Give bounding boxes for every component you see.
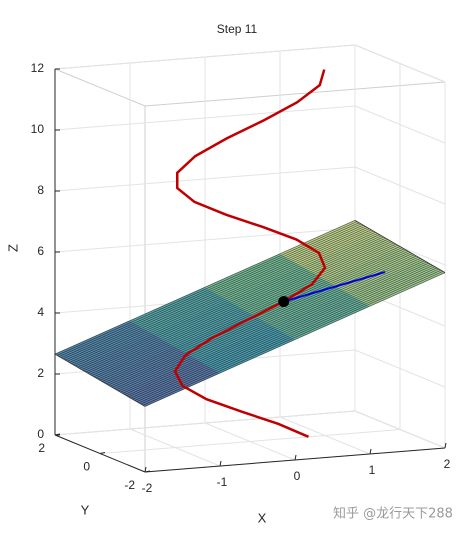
mesh-line — [134, 266, 435, 401]
mesh-line — [110, 252, 411, 387]
mesh-line — [138, 268, 440, 404]
x-tick-label: -2 — [142, 481, 153, 495]
line — [173, 69, 327, 438]
mesh-line — [142, 271, 444, 406]
tick-mark — [144, 466, 147, 473]
x-axis-label: X — [258, 510, 267, 525]
mesh-line — [97, 244, 399, 380]
mesh-line — [101, 247, 403, 382]
grid-line — [99, 429, 401, 454]
mesh-line — [89, 240, 390, 375]
mesh-line — [144, 272, 446, 407]
mesh-line — [75, 231, 376, 367]
mesh-line — [118, 256, 419, 392]
mesh-edge — [54, 353, 146, 407]
x-tick-label: 1 — [369, 463, 376, 477]
mesh-line — [105, 249, 407, 385]
mesh-line — [56, 221, 358, 356]
mesh-line — [99, 246, 401, 381]
box-edge — [144, 81, 446, 107]
z-axis-label: Z — [5, 244, 20, 252]
tick-mark — [54, 433, 61, 436]
y-axis-label: Y — [81, 502, 90, 517]
mesh-line — [77, 233, 378, 368]
y-tick-label: 0 — [83, 460, 90, 474]
z-tick-label: 4 — [37, 305, 44, 319]
mesh-line — [60, 223, 362, 359]
mesh-line — [87, 239, 388, 374]
z-tick-label: 0 — [37, 427, 44, 441]
y-tick-label: -2 — [124, 478, 135, 492]
z-tick-label: 2 — [37, 366, 44, 380]
mesh-line — [79, 234, 380, 369]
mesh-edge — [354, 220, 446, 273]
tick-mark — [219, 460, 222, 467]
z-tick-label: 10 — [31, 122, 45, 136]
mesh-line — [108, 250, 409, 386]
mesh-line — [128, 262, 429, 398]
mesh-line — [71, 229, 372, 365]
mesh-line — [58, 222, 360, 357]
x-tick-label: 0 — [294, 469, 301, 483]
tick-mark — [444, 442, 447, 449]
x-tick-label: -1 — [217, 475, 228, 489]
mesh-line — [140, 269, 442, 405]
mesh-line — [67, 227, 368, 362]
mesh-line — [122, 259, 423, 394]
z-tick-label: 6 — [37, 244, 44, 258]
y-tick-label: 2 — [38, 441, 45, 455]
mesh-line — [69, 228, 370, 363]
box-edge — [54, 68, 146, 107]
mesh-line — [93, 242, 395, 378]
mesh-line — [65, 225, 366, 361]
tick-mark — [99, 452, 106, 454]
x-tick-label: 2 — [444, 457, 451, 471]
mesh-line — [83, 236, 384, 372]
mesh-line — [54, 220, 356, 355]
mesh-line — [136, 267, 437, 403]
mesh-line — [73, 230, 374, 366]
mesh-line — [112, 253, 413, 388]
mesh-line — [85, 237, 386, 373]
mesh-line — [95, 243, 397, 379]
mesh-line — [120, 258, 421, 393]
tick-mark — [369, 448, 372, 455]
watermark: 知乎 @龙行天下288 — [333, 506, 453, 522]
point — [278, 296, 290, 308]
mesh-line — [132, 265, 433, 400]
z-tick-label: 8 — [37, 183, 44, 197]
mesh-line — [63, 224, 364, 360]
vector — [283, 271, 386, 303]
mesh-line — [81, 235, 382, 370]
chart-title: Step 11 — [217, 22, 258, 36]
tick-mark — [294, 454, 297, 461]
grid-line — [54, 410, 356, 436]
z-tick-label: 12 — [31, 61, 45, 75]
mesh-line — [130, 263, 431, 399]
tick-mark — [144, 470, 151, 473]
mesh-line — [91, 241, 392, 376]
